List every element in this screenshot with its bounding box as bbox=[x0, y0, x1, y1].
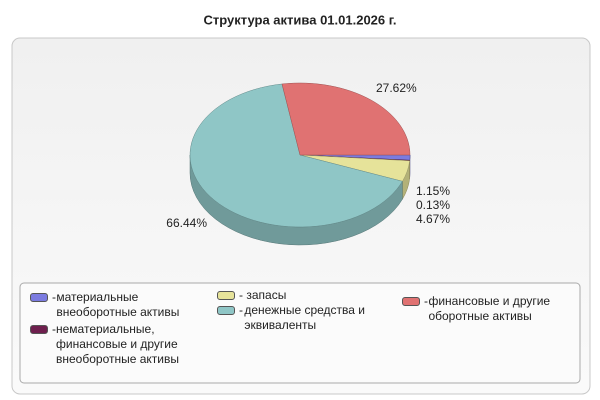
legend-label: финансовые и другие оборотные активы bbox=[428, 294, 551, 323]
legend-swatch bbox=[217, 306, 235, 315]
legend-dash: - bbox=[52, 322, 56, 351]
legend-swatch bbox=[217, 291, 235, 300]
legend-item: - финансовые и другие оборотные активы bbox=[402, 294, 567, 324]
value-label: 1.15% bbox=[416, 184, 450, 198]
legend-item: - денежные средства и эквиваленты bbox=[217, 303, 387, 333]
value-label: 66.44% bbox=[166, 216, 207, 230]
value-label: 0.13% bbox=[416, 198, 450, 212]
legend-dash: - bbox=[239, 288, 247, 302]
legend-item: - материальные внеоборотные активы bbox=[30, 290, 180, 320]
slice bbox=[281, 82, 411, 156]
legend-swatch bbox=[30, 325, 48, 334]
value-label: 4.67% bbox=[416, 212, 450, 226]
slice bbox=[189, 83, 403, 228]
legend-label: денежные средства и эквиваленты bbox=[244, 303, 366, 332]
legend-item: - запасы bbox=[217, 288, 387, 303]
pie bbox=[189, 82, 411, 246]
legend-dash: - bbox=[239, 303, 243, 332]
legend-label: запасы bbox=[246, 288, 287, 302]
legend-label: нематериальные, финансовые и другие внео… bbox=[56, 322, 179, 366]
chart-title: Структура актива 01.01.2026 г. bbox=[204, 12, 397, 27]
legend-swatch bbox=[402, 297, 420, 306]
legend-dash: - bbox=[424, 294, 428, 323]
value-label: 27.62% bbox=[376, 81, 417, 95]
legend-dash: - bbox=[52, 290, 56, 319]
legend-box bbox=[19, 282, 581, 384]
legend-item: - нематериальные, финансовые и другие вн… bbox=[30, 322, 180, 367]
legend-label: материальные внеоборотные активы bbox=[56, 290, 180, 319]
legend-swatch bbox=[30, 293, 48, 302]
